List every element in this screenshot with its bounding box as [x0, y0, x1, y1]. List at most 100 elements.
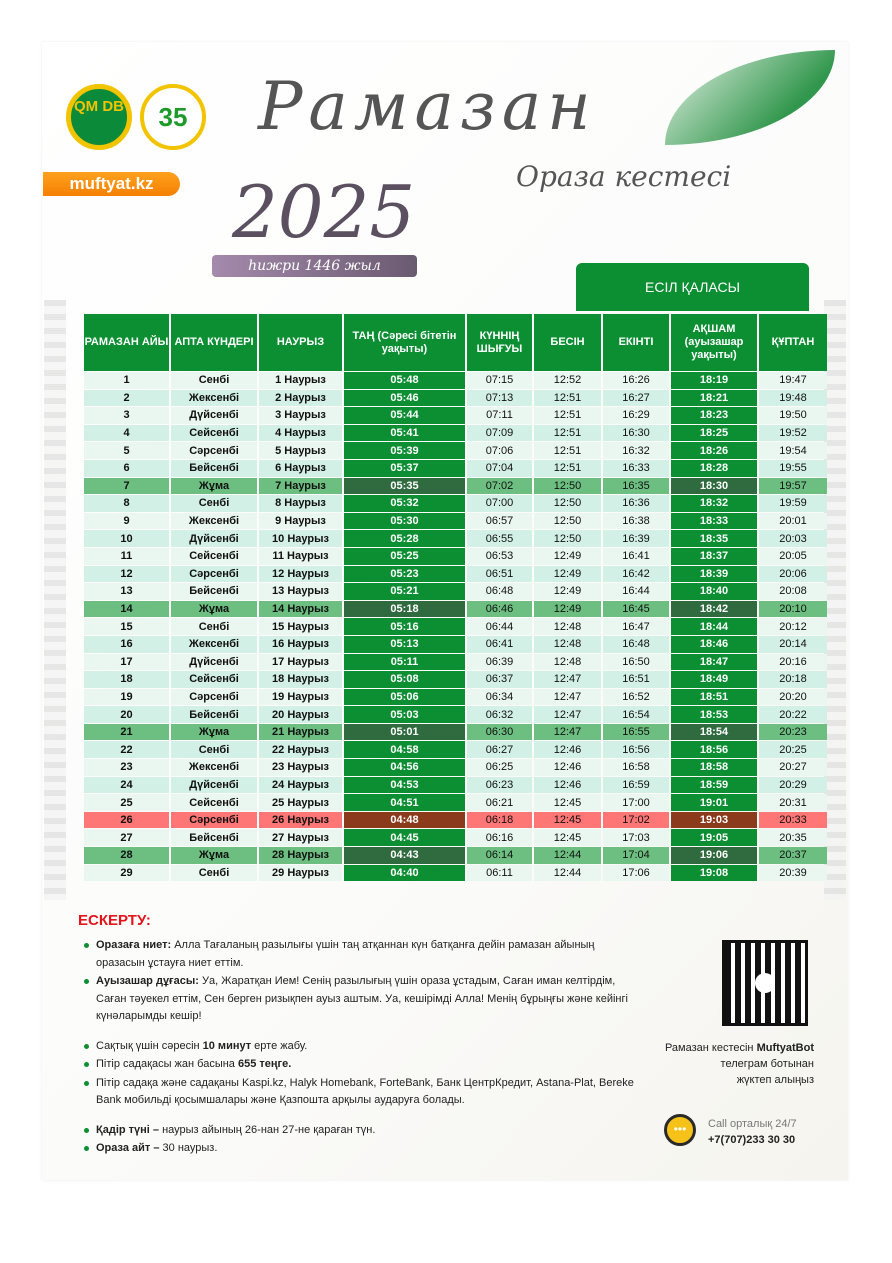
table-cell: 20:05	[759, 547, 827, 565]
table-cell: 16:32	[603, 442, 669, 459]
table-cell: 18:59	[671, 776, 757, 794]
table-cell: 07:06	[467, 442, 532, 459]
city-label: ЕСІЛ ҚАЛАСЫ	[576, 263, 809, 311]
table-cell: 16:50	[603, 653, 669, 671]
table-cell: Бейсенбі	[171, 583, 257, 600]
table-cell: 13 Наурыз	[259, 583, 342, 600]
table-cell: Дүйсенбі	[171, 776, 257, 794]
table-cell: 05:25	[344, 547, 465, 565]
table-cell: 05:35	[344, 477, 465, 495]
table-row: 9 Жексенбі 9 Наурыз 05:30 06:57 12:50 16:38 18:…	[84, 512, 827, 530]
table-cell: 23 Наурыз	[259, 759, 342, 776]
table-cell: 12:51	[534, 407, 601, 424]
table-cell: Жұма	[171, 477, 257, 495]
site-link[interactable]: muftyat.kz	[43, 172, 180, 196]
table-row: 27 Бейсенбі 27 Наурыз 04:45 06:16 12:45 17:03 1…	[84, 829, 827, 847]
qr-code[interactable]	[722, 940, 808, 1026]
table-cell: 18:30	[671, 477, 757, 495]
table-cell: 22	[84, 741, 169, 759]
table-row: 10 Дүйсенбі 10 Наурыз 05:28 06:55 12:50 16:39 1…	[84, 530, 827, 547]
table-cell: 18:28	[671, 459, 757, 477]
note-item: Сақтық үшін сәресін 10 минут ерте жабу.	[78, 1038, 638, 1056]
table-cell: 5 Наурыз	[259, 442, 342, 459]
table-cell: 05:32	[344, 495, 465, 512]
table-cell: 06:57	[467, 512, 532, 530]
table-cell: 12:51	[534, 459, 601, 477]
table-cell: 12:45	[534, 794, 601, 811]
table-cell: 06:46	[467, 600, 532, 618]
table-cell: 27 Наурыз	[259, 829, 342, 847]
call-center: Call орталық 24/7 +7(707)233 30 30	[708, 1116, 797, 1148]
table-cell: 06:44	[467, 618, 532, 635]
table-cell: Бейсенбі	[171, 459, 257, 477]
table-cell: Жексенбі	[171, 759, 257, 776]
subtitle: Ораза кестесі	[516, 160, 732, 193]
table-cell: 12:48	[534, 635, 601, 653]
table-row: 22 Сенбі 22 Наурыз 04:58 06:27 12:46 16:56 18:5…	[84, 741, 827, 759]
table-cell: 18:49	[671, 671, 757, 688]
table-cell: 12 Наурыз	[259, 565, 342, 583]
table-cell: 07:15	[467, 372, 532, 389]
table-cell: 04:56	[344, 759, 465, 776]
table-cell: 4	[84, 424, 169, 442]
table-cell: 05:28	[344, 530, 465, 547]
note-text: наурыз айының 26-нан 27-не қараған түн.	[159, 1123, 376, 1136]
table-row: 20 Бейсенбі 20 Наурыз 05:03 06:32 12:47 16:54 1…	[84, 706, 827, 723]
table-row: 25 Сейсенбі 25 Наурыз 04:51 06:21 12:45 17:00 1…	[84, 794, 827, 811]
table-row: 18 Сейсенбі 18 Наурыз 05:08 06:37 12:47 16:51 1…	[84, 671, 827, 688]
table-cell: 06:27	[467, 741, 532, 759]
table-cell: 16:38	[603, 512, 669, 530]
table-cell: 18:53	[671, 706, 757, 723]
table-cell: 19:59	[759, 495, 827, 512]
table-cell: Сейсенбі	[171, 424, 257, 442]
table-cell: 9	[84, 512, 169, 530]
table-cell: 06:41	[467, 635, 532, 653]
table-cell: Сәрсенбі	[171, 565, 257, 583]
table-cell: 19:01	[671, 794, 757, 811]
table-cell: 07:02	[467, 477, 532, 495]
table-cell: 19:08	[671, 864, 757, 882]
column-header: БЕСІН	[534, 314, 601, 371]
note-item: Пітір садақасы жан басына 655 теңге.	[78, 1056, 638, 1074]
table-cell: Сенбі	[171, 372, 257, 389]
table-cell: 27	[84, 829, 169, 847]
table-cell: 19:06	[671, 847, 757, 864]
table-cell: 05:44	[344, 407, 465, 424]
table-cell: 20:20	[759, 688, 827, 706]
table-cell: 18:40	[671, 583, 757, 600]
table-cell: 07:04	[467, 459, 532, 477]
table-cell: 12:47	[534, 706, 601, 723]
note-bold: Қадір түні –	[96, 1123, 160, 1136]
table-cell: 9 Наурыз	[259, 512, 342, 530]
table-cell: 10	[84, 530, 169, 547]
bot-line3: жүктеп алыңыз	[736, 1074, 814, 1086]
table-cell: 16:47	[603, 618, 669, 635]
table-cell: 04:43	[344, 847, 465, 864]
table-cell: 12:46	[534, 776, 601, 794]
table-cell: 16:35	[603, 477, 669, 495]
table-cell: 18:58	[671, 759, 757, 776]
note-bold: Оразаға ниет:	[96, 939, 172, 951]
note-bold: Ауызашар дұғасы:	[96, 975, 199, 987]
table-cell: 18:54	[671, 723, 757, 741]
table-cell: 16:29	[603, 407, 669, 424]
call-phone[interactable]: +7(707)233 30 30	[708, 1134, 796, 1146]
table-cell: 06:21	[467, 794, 532, 811]
note-bold: 10 минут	[202, 1039, 252, 1052]
note-text: ерте жабу.	[251, 1039, 308, 1052]
table-cell: 19:47	[759, 372, 827, 389]
table-cell: 05:21	[344, 583, 465, 600]
table-cell: 16:30	[603, 424, 669, 442]
column-header: НАУРЫЗ	[259, 314, 342, 371]
table-cell: 7	[84, 477, 169, 495]
note-text: Пітір садақасы жан басына	[96, 1058, 238, 1070]
table-cell: 05:41	[344, 424, 465, 442]
table-cell: 12:49	[534, 565, 601, 583]
table-cell: Дүйсенбі	[171, 653, 257, 671]
table-cell: 29	[84, 864, 169, 882]
table-cell: 17	[84, 653, 169, 671]
table-cell: 12:45	[534, 811, 601, 829]
hijri-year: һижри 1446 жыл	[212, 255, 417, 277]
table-cell: 12:50	[534, 530, 601, 547]
table-cell: 18:19	[671, 372, 757, 389]
